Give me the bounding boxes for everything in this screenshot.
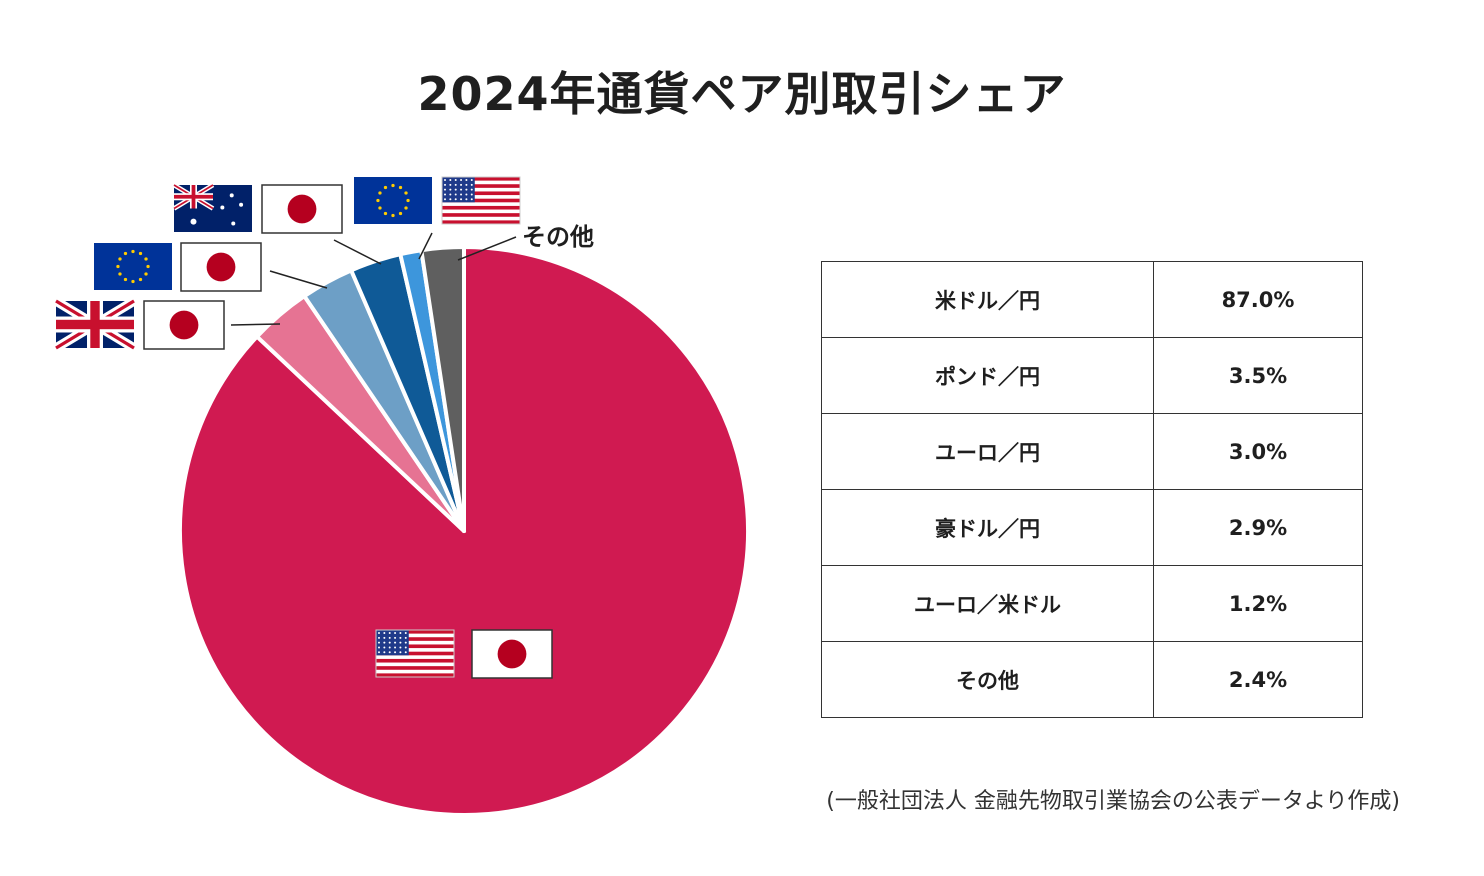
us-flag (441, 176, 521, 225)
leader-line-2 (269, 270, 328, 289)
uk-flag (53, 296, 137, 353)
jp-flag (471, 629, 553, 679)
pair-name: 米ドル／円 (821, 261, 1154, 338)
pair-share: 3.0% (1153, 413, 1363, 490)
table-row: 豪ドル／円 2.9% (821, 489, 1363, 566)
table-row: その他 2.4% (821, 641, 1363, 718)
pair-share: 1.2% (1153, 565, 1363, 642)
leader-line-5 (457, 236, 517, 261)
eu-flag (354, 177, 432, 224)
eu-flag (94, 243, 172, 290)
pair-name: ポンド／円 (821, 337, 1154, 414)
jp-flag (180, 242, 262, 292)
pie-slice-5 (419, 245, 466, 533)
share-table: 米ドル／円 87.0% ポンド／円 3.5% ユーロ／円 3.0% 豪ドル／円 2.9% ユーロ… (821, 261, 1363, 718)
leader-line-4 (418, 232, 433, 260)
label-other: その他 (522, 223, 594, 251)
table-row: ポンド／円 3.5% (821, 337, 1363, 414)
jp-flag (143, 300, 225, 350)
table-row: ユーロ／米ドル 1.2% (821, 565, 1363, 642)
pair-name: 豪ドル／円 (821, 489, 1154, 566)
pair-name: ユーロ／円 (821, 413, 1154, 490)
source-note: (一般社団法人 金融先物取引業協会の公表データより作成) (826, 789, 1400, 814)
pair-share: 87.0% (1153, 261, 1363, 338)
pair-share: 2.4% (1153, 641, 1363, 718)
pair-share: 2.9% (1153, 489, 1363, 566)
table-row: ユーロ／円 3.0% (821, 413, 1363, 490)
leader-line-1 (230, 323, 281, 326)
pair-name: その他 (821, 641, 1154, 718)
jp-flag (261, 184, 343, 234)
pair-name: ユーロ／米ドル (821, 565, 1154, 642)
us-flag (375, 629, 455, 678)
au-flag (172, 182, 252, 232)
table-row: 米ドル／円 87.0% (821, 261, 1363, 338)
leader-line-3 (333, 239, 382, 265)
chart-title: 2024年通貨ペア別取引シェア (417, 67, 1067, 121)
pair-share: 3.5% (1153, 337, 1363, 414)
